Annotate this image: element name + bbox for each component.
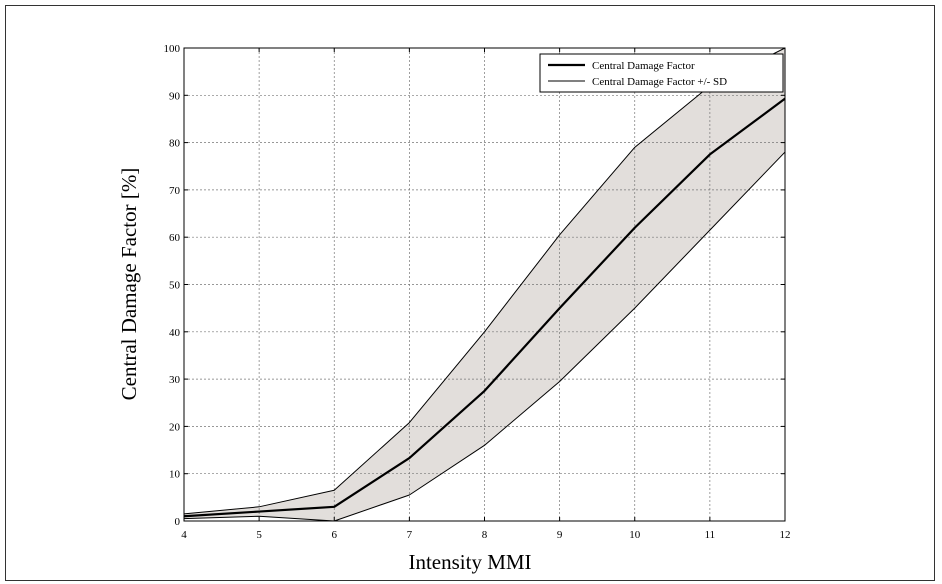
series-line-central: [183, 97, 786, 518]
y-tick-label: 60: [169, 232, 181, 244]
series-line-upper: [183, 47, 786, 515]
y-tick-label: 100: [164, 43, 181, 55]
x-tick-label: 6: [332, 529, 338, 541]
y-tick-label: 20: [169, 421, 181, 433]
y-tick-label: 30: [169, 374, 181, 386]
y-tick-label: 10: [169, 469, 181, 481]
x-axis-title: Intensity MMI: [408, 550, 531, 574]
y-tick-label: 40: [169, 327, 181, 339]
grid-layer: [184, 48, 785, 521]
x-tick-label: 9: [557, 529, 563, 541]
chart-frame: [5, 5, 935, 581]
legend: Central Damage Factor Central Damage Fac…: [539, 53, 784, 93]
legend-box: [539, 53, 784, 93]
x-tick-label: 5: [256, 529, 262, 541]
y-tick-label: 50: [169, 280, 181, 292]
x-tick-label: 4: [181, 529, 187, 541]
legend-label-central: Central Damage Factor: [592, 60, 695, 72]
y-tick-label: 0: [175, 516, 181, 528]
sd-band-layer: [184, 48, 785, 521]
y-tick-label: 80: [169, 138, 181, 150]
y-tick-label: 70: [169, 185, 181, 197]
y-tick-label: 90: [169, 90, 181, 102]
y-axis-title: Central Damage Factor [%]: [117, 168, 141, 401]
x-tick-label: 10: [629, 529, 641, 541]
x-tick-label: 12: [780, 529, 791, 541]
x-tick-label: 7: [407, 529, 413, 541]
line-layer: [183, 47, 786, 522]
tick-layer: 4 5 6 7 8 9 10 11 12 0 10 20 30 40 50 60 70 80 90 100: [164, 43, 791, 541]
legend-label-sd: Central Damage Factor +/- SD: [592, 76, 727, 88]
x-tick-label: 11: [705, 529, 716, 541]
x-tick-label: 8: [482, 529, 488, 541]
sd-band: [184, 48, 785, 521]
series-line-lower: [183, 151, 786, 522]
